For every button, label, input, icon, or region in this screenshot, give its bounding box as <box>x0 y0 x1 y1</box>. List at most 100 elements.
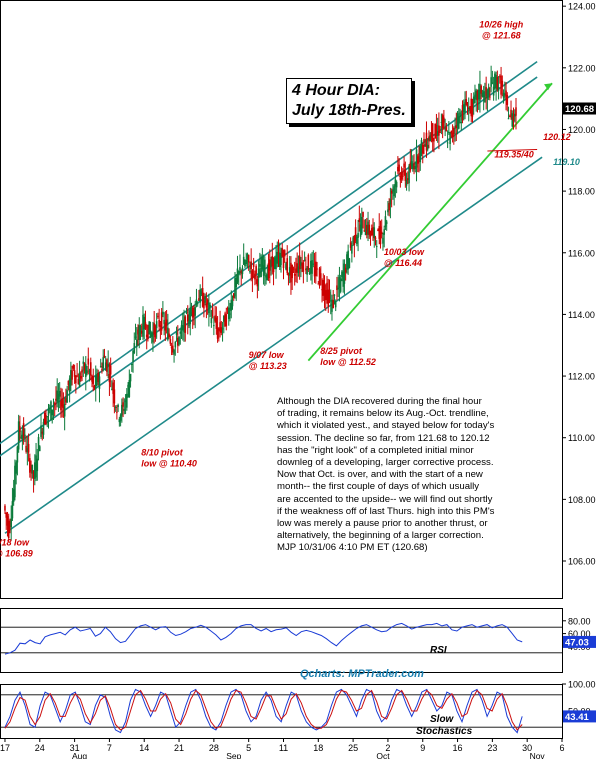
price-bar-body <box>261 257 264 270</box>
price-bar-body <box>390 190 393 194</box>
price-bar-body <box>370 228 373 236</box>
price-panel: 106.00 108.00 110.00 112.00 114.00 116.00 118.… <box>0 0 596 599</box>
price-bar-body <box>139 325 142 334</box>
annotation-label: @ 116.44 <box>384 258 422 268</box>
price-bar-body <box>400 171 403 180</box>
price-bar-body <box>76 375 78 377</box>
price-bar-body <box>287 272 290 276</box>
annotation-label: 8/10 pivot <box>141 447 184 457</box>
price-bar-body <box>184 316 187 333</box>
price-bar-body <box>37 437 40 449</box>
price-bar-body <box>145 334 148 338</box>
price-bar-body <box>362 211 364 217</box>
price-bar-body <box>135 339 138 347</box>
price-bar-body <box>63 403 66 417</box>
price-bar-body <box>87 358 90 365</box>
price-bar-body <box>241 267 244 275</box>
price-bar-body <box>140 330 143 334</box>
stochastics-label: Stochastics <box>416 726 473 737</box>
price-bar-body <box>180 325 183 330</box>
price-bar-body <box>247 254 250 263</box>
price-bar-body <box>434 123 436 139</box>
price-bar-body <box>177 337 179 346</box>
price-bar-body <box>455 125 458 128</box>
price-bar-body <box>262 265 265 276</box>
price-bar-body <box>235 277 238 288</box>
price-bar-body <box>67 380 70 386</box>
price-bar-body <box>485 87 487 96</box>
trendline-lower-channel <box>4 156 543 534</box>
price-bar-body <box>230 299 233 311</box>
price-bar-body <box>92 375 95 384</box>
price-bar-body <box>11 501 14 519</box>
commentary-line: session. The decline so far, from 121.68… <box>277 432 490 444</box>
price-bar-body <box>215 317 218 329</box>
price-bar-body <box>229 313 231 315</box>
price-bar-body <box>45 414 47 424</box>
price-bar-body <box>155 321 158 329</box>
price-bar-body <box>134 336 137 338</box>
price-bar-body <box>302 262 305 272</box>
price-bar-body <box>236 268 239 283</box>
price-bar-body <box>399 175 402 181</box>
price-bar-body <box>29 458 31 473</box>
price-bar-body <box>374 237 377 240</box>
price-bar-body <box>53 403 56 405</box>
price-bar-body <box>98 376 101 389</box>
price-bar-body <box>456 113 459 126</box>
x-tick-label: 31 <box>70 743 80 753</box>
price-bar-body <box>487 87 490 96</box>
price-bar-body <box>334 301 337 308</box>
price-bar-body <box>175 332 178 335</box>
price-bar-body <box>426 144 429 150</box>
price-bar-body <box>301 262 303 269</box>
price-bar-body <box>306 268 308 275</box>
price-bar-body <box>288 267 291 276</box>
price-bar-body <box>368 224 371 235</box>
price-bar-body <box>277 252 280 254</box>
price-bar-body <box>402 175 404 177</box>
price-bar-body <box>506 94 509 105</box>
x-tick-label: 23 <box>487 743 497 753</box>
trendline-upper-channel-inner <box>0 76 538 457</box>
price-bar-body <box>112 382 114 394</box>
price-bar-body <box>143 316 146 330</box>
price-bar-body <box>273 257 276 270</box>
x-tick-label: 11 <box>279 743 288 753</box>
price-bar-body <box>266 274 269 281</box>
price-bar-body <box>375 246 378 248</box>
price-bar-body <box>170 346 173 349</box>
price-bar-body <box>269 259 271 271</box>
commentary-line: has the "right look" of a completed init… <box>277 444 474 456</box>
price-bar-body <box>352 237 354 242</box>
price-bar-body <box>121 404 123 416</box>
price-bar-body <box>327 289 330 308</box>
price-bar-body <box>416 156 419 164</box>
price-bar-body <box>254 273 256 280</box>
y-tick-label: 112.00 <box>568 372 595 382</box>
price-bar-body <box>208 302 210 314</box>
last-price-label: 120.68 <box>565 104 594 115</box>
price-bar-body <box>466 113 469 115</box>
annotation-label: 119.10 <box>553 157 580 167</box>
price-bar-body <box>168 333 170 338</box>
price-bar-body <box>321 289 323 291</box>
price-bar-body <box>298 255 301 270</box>
price-bar-body <box>441 115 444 129</box>
price-bar-body <box>403 163 405 168</box>
price-bar-body <box>490 77 492 87</box>
annotation-label: 120.12 <box>543 132 571 142</box>
price-bar-body <box>415 149 418 168</box>
commentary-line: low was merely a pause prior to another … <box>277 518 488 530</box>
price-bar-body <box>56 390 58 402</box>
price-bar-body <box>128 380 131 397</box>
chart-credit: Qcharts: MPTrader.com <box>300 668 424 680</box>
price-bar-body <box>169 339 172 344</box>
price-bar-body <box>409 162 412 171</box>
price-bar-body <box>66 390 68 403</box>
x-tick-label: 2 <box>385 743 390 753</box>
price-bar-body <box>477 89 480 100</box>
price-bar-body <box>337 287 339 290</box>
price-bar-body <box>133 343 136 353</box>
price-bar-body <box>448 131 450 133</box>
